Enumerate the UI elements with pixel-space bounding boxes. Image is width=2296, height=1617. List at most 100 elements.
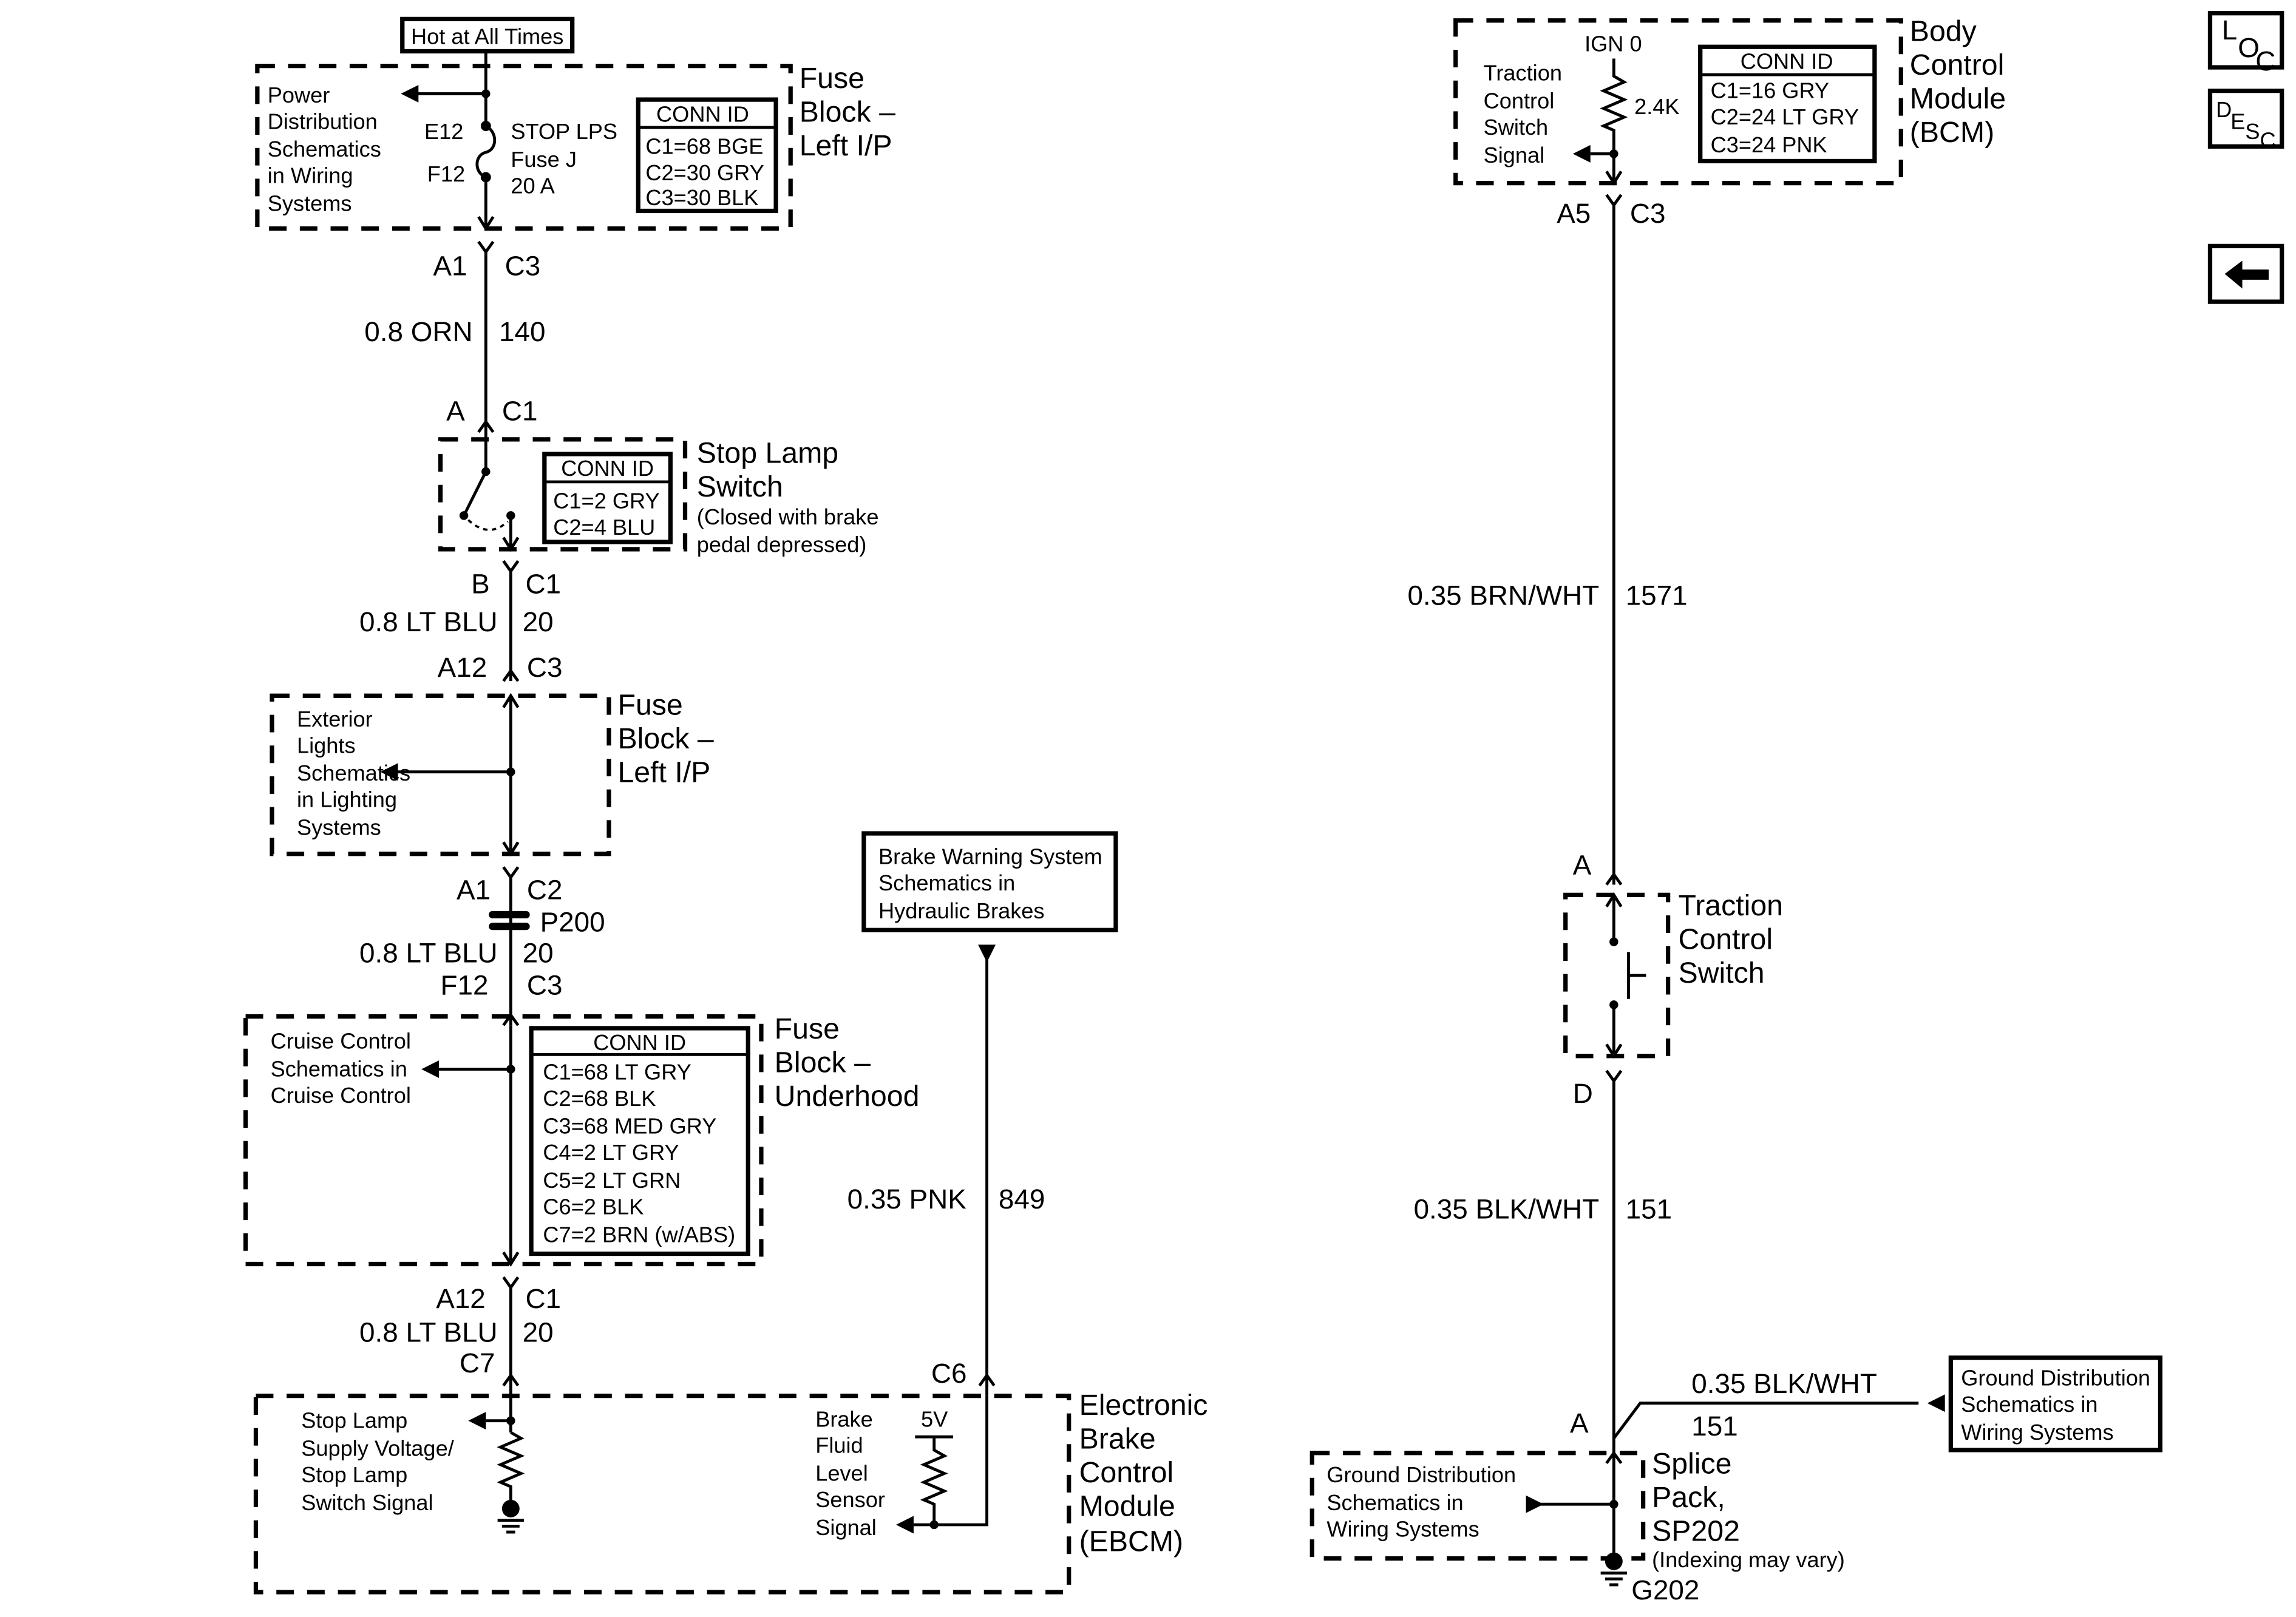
conn-id-row: C2=30 GRY [645,160,764,185]
conn-id-row: C6=2 BLK [543,1194,644,1219]
fuse-rating: 20 A [511,174,555,198]
exterior-lights-link[interactable]: Schematics [297,761,410,785]
wire-label: 0.8 LT BLU [359,937,498,968]
ground-distribution-link[interactable]: Wiring Systems [1326,1516,1479,1541]
component-title: Splice [1652,1448,1731,1480]
brake-warning-link-box[interactable] [861,831,1118,932]
connector-label: A12 [438,652,487,683]
circuit-number: 20 [523,1317,554,1348]
traction-control-switch [1563,892,1671,1059]
cruise-control-link[interactable]: Cruise Control [271,1029,411,1054]
desc-letter: S [2245,119,2260,144]
reference-voltage: 5V [921,1406,948,1431]
component-title: Block – [775,1046,871,1079]
fuse-name: STOP LPS [511,119,617,144]
brake-warning-link[interactable]: Schematics in [878,870,1015,895]
loc-button[interactable]: L O C [2207,11,2284,76]
conn-id-table [529,1026,750,1256]
conn-id-header: CONN ID [656,101,749,126]
connector-label: C3 [1630,198,1666,229]
cruise-control-link[interactable]: Cruise Control [271,1083,411,1108]
brake-warning-link[interactable]: Hydraulic Brakes [878,898,1045,923]
inline-connector-label: P200 [540,907,605,938]
arrow-left-icon [401,84,419,103]
exterior-lights-link[interactable]: Exterior [297,707,373,731]
ground-distribution-link[interactable]: Ground Distribution [1961,1366,2150,1391]
arrow-left-icon [2224,260,2269,289]
power-distribution-link[interactable]: Power [268,83,330,107]
connector-label: C1 [525,1283,561,1314]
component-title: Left I/P [800,129,892,162]
cruise-control-link[interactable]: Schematics in [271,1057,407,1082]
circuit-function-label: Stop Lamp [301,1408,407,1433]
circuit-function-label: Switch Signal [301,1490,433,1515]
wire-label: 0.8 LT BLU [359,1317,498,1348]
connector-label: A1 [433,251,467,282]
exterior-lights-link[interactable]: in Lighting [297,787,397,812]
loc-letter: C [2255,46,2275,76]
component-title: Stop Lamp [697,437,838,470]
desc-letter: C [2260,128,2276,153]
back-button[interactable] [2207,243,2284,304]
exterior-lights-link[interactable]: Lights [297,733,356,758]
exterior-lights-link[interactable]: Systems [297,815,381,839]
component-title: Control [1079,1456,1174,1489]
connector-label: C2 [527,875,563,906]
power-distribution-link[interactable]: Schematics [268,137,381,161]
component-note: (Closed with brake [697,504,879,529]
circuit-number: 849 [999,1184,1045,1215]
conn-id-header: CONN ID [593,1030,686,1055]
component-title: Electronic [1079,1389,1208,1422]
wire-label: 0.8 LT BLU [359,606,498,637]
arrow-left-icon [468,1412,486,1430]
ignition-label: IGN 0 [1584,31,1642,56]
loc-letter: L [2222,15,2238,46]
connector-label: C1 [502,396,538,427]
ebcm-module [253,1394,1072,1595]
component-title: Module [1910,83,2006,115]
ground-icon [497,1499,525,1534]
wire-label: 0.35 BLK/WHT [1414,1194,1600,1225]
conn-id-header: CONN ID [561,456,654,481]
fuse-name: Fuse J [511,147,577,172]
circuit-function-label: Brake [815,1406,873,1431]
power-distribution-link[interactable]: Systems [268,191,352,215]
power-distribution-link[interactable]: in Wiring [268,163,353,188]
brake-warning-link[interactable]: Brake Warning System [878,844,1102,869]
ground-distribution-link[interactable]: Wiring Systems [1961,1420,2113,1445]
component-title: (EBCM) [1079,1525,1184,1558]
component-title: Left I/P [617,756,710,789]
connector-label: A [1573,850,1592,881]
component-title: Control [1679,923,1773,956]
desc-letter: D [2216,97,2232,122]
conn-id-table [1698,44,1877,164]
ground-distribution-link[interactable]: Ground Distribution [1326,1462,1516,1487]
ground-distribution-link[interactable]: Schematics in [1961,1392,2097,1417]
connector-label: F12 [441,969,489,1000]
circuit-function-label: Stop Lamp [301,1462,407,1487]
component-title: Body [1910,15,1977,48]
component-title: Pack, [1652,1481,1725,1514]
component-title: Brake [1079,1423,1156,1456]
fuse-terminal-out: F12 [427,161,465,186]
inline-connector-icon [489,910,530,931]
power-distribution-link[interactable]: Distribution [268,109,378,134]
desc-button[interactable]: D E S C [2207,88,2284,153]
wire-label: 0.35 PNK [847,1184,967,1215]
ground-distribution-link-box[interactable] [1948,1355,2163,1453]
connector-label: A12 [436,1283,486,1314]
component-title: Fuse [617,689,682,722]
conn-id-table [636,97,778,214]
circuit-function-label: Signal [1484,143,1545,168]
circuit-number: 1571 [1626,580,1688,611]
resistor-value: 2.4K [1634,94,1679,119]
fuse-icon [475,124,497,179]
connector-label: A [1570,1408,1589,1439]
ground-distribution-link[interactable]: Schematics in [1326,1490,1463,1515]
connector-label: A1 [457,875,491,906]
arrow-left-icon [380,763,398,781]
circuit-function-label: Control [1484,89,1555,114]
arrow-left-icon [1927,1394,1945,1412]
conn-id-row: C5=2 LT GRN [543,1168,681,1193]
